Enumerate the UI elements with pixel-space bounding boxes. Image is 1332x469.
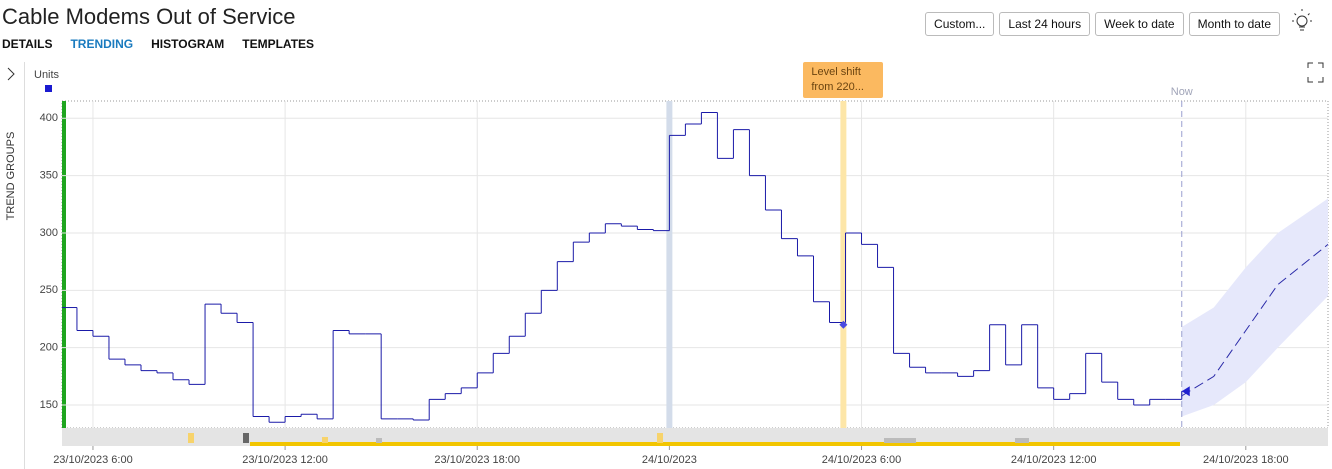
x-tick-label: 23/10/2023 6:00 [53,454,133,466]
range-button[interactable]: Last 24 hours [999,12,1091,36]
tab[interactable]: DETAILS [2,37,53,51]
event-block [188,433,194,443]
x-tick-label: 24/10/2023 12:00 [1011,454,1097,466]
annotation-point [839,320,848,329]
y-axis-label: Units [34,69,60,81]
forecast-line [1181,244,1329,397]
plot-frame [61,100,1329,429]
event-block [243,433,249,443]
event-block [376,438,382,443]
y-tick-label: 300 [40,227,58,239]
forecast-band [1181,198,1328,417]
event-strip-bar [250,442,1180,446]
annotation-label[interactable]: Level shift from 220... [803,62,884,98]
y-tick-label: 200 [40,342,58,354]
expand-icon[interactable] [1307,62,1324,83]
event-block [657,433,663,443]
range-button[interactable]: Month to date [1188,12,1280,36]
expand-sidebar-icon[interactable] [7,67,15,81]
series-swatch [45,85,52,92]
sidebar-label: TREND GROUPS [5,131,17,221]
tab[interactable]: TRENDING [70,37,134,51]
start-marker [62,101,66,428]
x-tick-label: 24/10/2023 6:00 [822,454,902,466]
y-tick-label: 350 [40,169,58,181]
page-title: Cable Modems Out of Service [2,4,296,29]
now-label: Now [1171,86,1193,98]
tab-bar: DETAILS TRENDING HISTOGRAM TEMPLATES [2,37,314,51]
highlight-band [666,101,673,428]
tab[interactable]: TEMPLATES [242,37,315,51]
x-tick-label: 23/10/2023 12:00 [242,454,328,466]
event-block [884,438,916,443]
lightbulb-icon[interactable] [1292,9,1312,31]
x-tick-label: 24/10/2023 18:00 [1203,454,1289,466]
range-buttons: Custom... Last 24 hours Week to date Month … [925,12,1280,36]
sidebar: TREND GROUPS [0,62,25,469]
range-button[interactable]: Week to date [1095,12,1184,36]
x-tick-label: 24/10/2023 [642,454,697,466]
y-tick-label: 150 [40,399,58,411]
event-block [1015,438,1029,443]
x-tick-label: 23/10/2023 18:00 [434,454,520,466]
tab[interactable]: HISTOGRAM [151,37,225,51]
event-block [322,437,328,443]
highlight-band [840,101,847,428]
y-tick-label: 400 [40,112,58,124]
range-button[interactable]: Custom... [925,12,995,36]
last-point-marker [1181,386,1190,397]
y-tick-label: 250 [40,284,58,296]
